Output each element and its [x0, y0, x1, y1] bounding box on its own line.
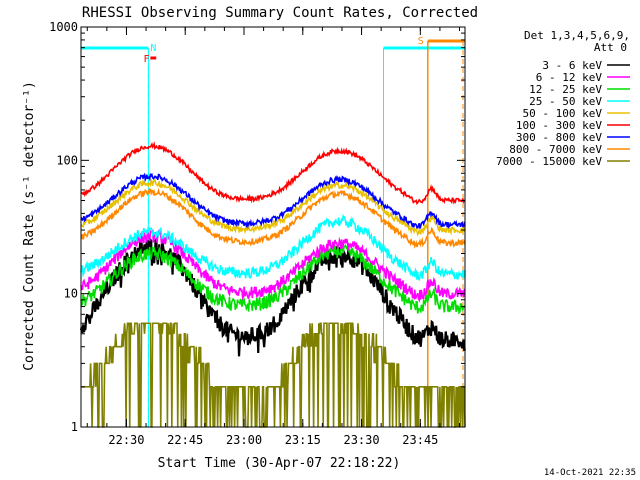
legend-label-7: 800 - 7000 keV [509, 143, 602, 156]
series-line-12-25-kev [80, 243, 466, 315]
y-tick-label-1000: 1000 [49, 20, 78, 34]
x-tick-label-2245: 22:45 [167, 433, 203, 447]
series-line-3-6-kev [79, 235, 467, 357]
legend-header-line-2: Att 0 [594, 41, 627, 54]
annotation-label-n: N [150, 43, 156, 54]
legend-label-8: 7000 - 15000 keV [496, 155, 602, 168]
plot-frame [80, 26, 466, 428]
series-line-25-50-kev [80, 213, 466, 282]
chart-title: RHESSI Observing Summary Count Rates, Co… [82, 5, 478, 21]
y-tick-label-1: 1 [71, 420, 78, 434]
y-axis-label: Corrected Count Rate (s⁻¹ detector⁻¹) [22, 81, 37, 371]
series-line-300-800-kev [80, 172, 466, 229]
x-tick-label-2230: 22:30 [108, 433, 144, 447]
series-line-50-100-kev [80, 178, 466, 237]
legend-label-3: 25 - 50 keV [529, 95, 602, 108]
x-tick-label-2315: 23:15 [285, 433, 321, 447]
legend-label-2: 12 - 25 keV [529, 83, 602, 96]
x-tick-label-2330: 23:30 [343, 433, 379, 447]
series-line-6-12-kev [80, 229, 466, 303]
legend-header-line-1: Det 1,3,4,5,6,9, [524, 29, 630, 42]
legend-label-4: 50 - 100 keV [523, 107, 603, 120]
x-tick-label-2345: 23:45 [402, 433, 438, 447]
x-axis-label: Start Time (30-Apr-07 22:18:22) [158, 456, 401, 471]
y-tick-label-10: 10 [64, 287, 78, 301]
annotation-label-f: F [143, 54, 149, 65]
y-tick-label-100: 100 [56, 153, 78, 167]
axis-ticks: 22:30 22:45 23:00 23:15 23:30 23:45 1 10 100 1000 [49, 20, 465, 447]
legend-label-0: 3 - 6 keV [542, 59, 602, 72]
annotation-label-s: S [418, 36, 424, 47]
footer-timestamp: 14-Oct-2021 22:35 [544, 468, 636, 478]
series-line-7000-15000-kev [81, 322, 466, 428]
x-tick-label-2300: 23:00 [226, 433, 262, 447]
series-line-800-7000-kev [80, 187, 466, 249]
plot-area: NF S [79, 36, 467, 428]
legend-label-6: 300 - 800 keV [516, 131, 602, 144]
legend-label-5: 100 - 300 keV [516, 119, 602, 132]
legend-label-1: 6 - 12 keV [536, 71, 603, 84]
series-line-100-300-kev [80, 141, 466, 206]
